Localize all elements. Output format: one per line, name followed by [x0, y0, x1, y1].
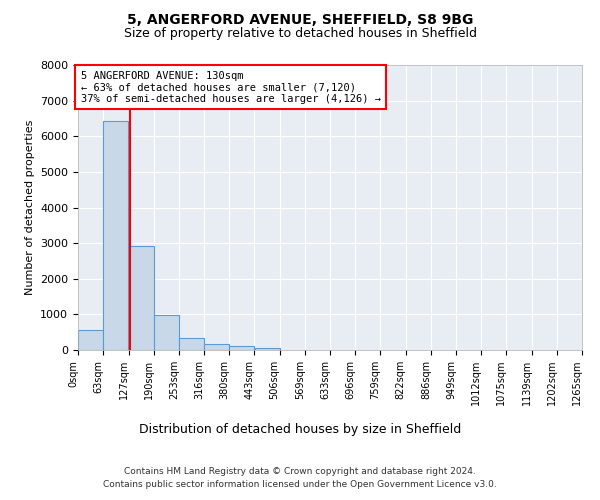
Bar — [103, 121, 128, 350]
Text: Distribution of detached houses by size in Sheffield: Distribution of detached houses by size … — [139, 422, 461, 436]
Bar — [229, 346, 254, 350]
Text: Contains HM Land Registry data © Crown copyright and database right 2024.: Contains HM Land Registry data © Crown c… — [124, 468, 476, 476]
Text: Size of property relative to detached houses in Sheffield: Size of property relative to detached ho… — [124, 28, 476, 40]
Bar — [78, 330, 103, 350]
Text: 5, ANGERFORD AVENUE, SHEFFIELD, S8 9BG: 5, ANGERFORD AVENUE, SHEFFIELD, S8 9BG — [127, 12, 473, 26]
Text: 5 ANGERFORD AVENUE: 130sqm
← 63% of detached houses are smaller (7,120)
37% of s: 5 ANGERFORD AVENUE: 130sqm ← 63% of deta… — [80, 70, 380, 104]
Bar — [128, 246, 154, 350]
Bar — [179, 338, 204, 350]
Text: Contains public sector information licensed under the Open Government Licence v3: Contains public sector information licen… — [103, 480, 497, 489]
Y-axis label: Number of detached properties: Number of detached properties — [25, 120, 35, 295]
Bar — [204, 344, 229, 350]
Bar — [254, 348, 280, 350]
Bar — [154, 316, 179, 350]
